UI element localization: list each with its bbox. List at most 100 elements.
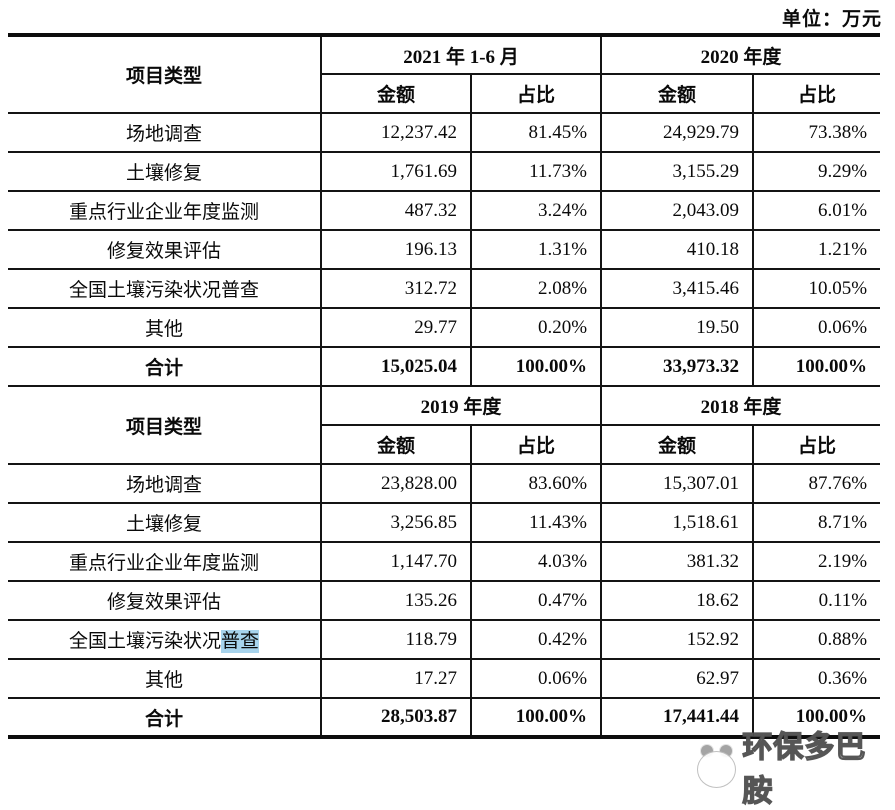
table-row: 其他 29.77 0.20% 19.50 0.06%: [8, 308, 881, 348]
value-cell: 0.20%: [469, 308, 602, 348]
share-header: 占比: [752, 74, 881, 114]
table-row: 重点行业企业年度监测 1,147.70 4.03% 381.32 2.19%: [8, 542, 881, 582]
share-header: 占比: [469, 425, 602, 465]
value-cell: 0.42%: [469, 620, 602, 660]
logo-ear-right: [719, 744, 733, 758]
value-cell: 11.73%: [469, 152, 602, 192]
total-label: 合计: [8, 698, 321, 738]
row-label: 场地调查: [8, 113, 321, 153]
value-cell: 2.19%: [752, 542, 881, 582]
value-cell: 24,929.79: [600, 113, 754, 153]
value-cell: 87.76%: [752, 464, 881, 504]
value-cell: 1.31%: [469, 230, 602, 270]
value-cell: 8.71%: [752, 503, 881, 543]
total-row: 合计 28,503.87 100.00% 17,441.44 100.00%: [8, 698, 881, 738]
value-cell: 0.88%: [752, 620, 881, 660]
value-cell: 10.05%: [752, 269, 881, 309]
share-header: 占比: [752, 425, 881, 465]
row-label: 修复效果评估: [8, 230, 321, 270]
row-label: 其他: [8, 308, 321, 348]
logo-face: [697, 751, 736, 788]
total-value-cell: 100.00%: [469, 698, 602, 738]
table-row: 其他 17.27 0.06% 62.97 0.36%: [8, 659, 881, 699]
row-label: 全国土壤污染状况普查: [8, 269, 321, 309]
period-header-row: 项目类型 2021 年 1-6 月 2020 年度: [8, 35, 881, 114]
total-row: 合计 15,025.04 100.00% 33,973.32 100.00%: [8, 347, 881, 387]
value-cell: 1.21%: [752, 230, 881, 270]
value-cell: 23,828.00: [320, 464, 471, 504]
row-label: 其他: [8, 659, 321, 699]
value-cell: 62.97: [600, 659, 754, 699]
share-header: 占比: [469, 74, 602, 114]
amount-header: 金额: [320, 425, 471, 465]
table-row: 场地调查 23,828.00 83.60% 15,307.01 87.76%: [8, 464, 881, 504]
value-cell: 3.24%: [469, 191, 602, 231]
value-cell: 3,256.85: [320, 503, 471, 543]
value-cell: 2,043.09: [600, 191, 754, 231]
value-cell: 118.79: [320, 620, 471, 660]
value-cell: 312.72: [320, 269, 471, 309]
measure-header-row: 金额 占比 金额 占比: [8, 425, 881, 465]
row-label: 修复效果评估: [8, 581, 321, 621]
value-cell: 17.27: [320, 659, 471, 699]
total-value-cell: 100.00%: [752, 347, 881, 387]
total-value-cell: 15,025.04: [320, 347, 471, 387]
value-cell: 1,518.61: [600, 503, 754, 543]
period-header-row: 项目类型 2019 年度 2018 年度: [8, 386, 881, 465]
value-cell: 83.60%: [469, 464, 602, 504]
value-cell: 19.50: [600, 308, 754, 348]
value-cell: 81.45%: [469, 113, 602, 153]
table-row: 重点行业企业年度监测 487.32 3.24% 2,043.09 6.01%: [8, 191, 881, 231]
value-cell: 0.47%: [469, 581, 602, 621]
total-value-cell: 100.00%: [752, 698, 881, 738]
value-cell: 2.08%: [469, 269, 602, 309]
table-row: 场地调查 12,237.42 81.45% 24,929.79 73.38%: [8, 113, 881, 153]
period-header-0: 2021 年 1-6 月: [319, 35, 602, 75]
highlighted-text: 普查: [221, 630, 260, 653]
total-label: 合计: [8, 347, 321, 387]
amount-header: 金额: [600, 425, 754, 465]
value-cell: 3,155.29: [600, 152, 754, 192]
total-value-cell: 33,973.32: [600, 347, 754, 387]
value-cell: 73.38%: [752, 113, 881, 153]
value-cell: 0.06%: [469, 659, 602, 699]
period-header-1: 2020 年度: [600, 35, 881, 75]
measure-header-row: 金额 占比 金额 占比: [8, 74, 881, 114]
table-row: 修复效果评估 196.13 1.31% 410.18 1.21%: [8, 230, 881, 270]
logo-ear-left: [700, 744, 714, 758]
value-cell: 11.43%: [469, 503, 602, 543]
total-value-cell: 17,441.44: [600, 698, 754, 738]
value-cell: 135.26: [320, 581, 471, 621]
row-label: 场地调查: [8, 464, 321, 504]
value-cell: 15,307.01: [600, 464, 754, 504]
period-header-2: 2019 年度: [319, 386, 602, 426]
panda-logo-icon: [697, 741, 738, 791]
row-label: 土壤修复: [8, 152, 321, 192]
row-label: 重点行业企业年度监测: [8, 191, 321, 231]
value-cell: 9.29%: [752, 152, 881, 192]
value-cell: 12,237.42: [320, 113, 471, 153]
value-cell: 0.06%: [752, 308, 881, 348]
value-cell: 4.03%: [469, 542, 602, 582]
column-header-project-type: 项目类型: [8, 35, 321, 114]
value-cell: 410.18: [600, 230, 754, 270]
value-cell: 29.77: [320, 308, 471, 348]
value-cell: 1,761.69: [320, 152, 471, 192]
value-cell: 6.01%: [752, 191, 881, 231]
value-cell: 196.13: [320, 230, 471, 270]
value-cell: 3,415.46: [600, 269, 754, 309]
value-cell: 0.36%: [752, 659, 881, 699]
total-value-cell: 100.00%: [469, 347, 602, 387]
table-row: 全国土壤污染状况普查 118.79 0.42% 152.92 0.88%: [8, 620, 881, 660]
value-cell: 0.11%: [752, 581, 881, 621]
period-header-3: 2018 年度: [600, 386, 881, 426]
amount-header: 金额: [320, 74, 471, 114]
column-header-project-type: 项目类型: [8, 386, 321, 465]
value-cell: 381.32: [600, 542, 754, 582]
table-body: 项目类型 2021 年 1-6 月 2020 年度 金额 占比 金额 占比 场地调查 12,23…: [8, 35, 881, 738]
value-cell: 487.32: [320, 191, 471, 231]
value-cell: 152.92: [600, 620, 754, 660]
table-row: 全国土壤污染状况普查 312.72 2.08% 3,415.46 10.05%: [8, 269, 881, 309]
revenue-by-project-table: 项目类型 2021 年 1-6 月 2020 年度 金额 占比 金额 占比 场地调查 12,23…: [8, 33, 881, 739]
value-cell: 1,147.70: [320, 542, 471, 582]
